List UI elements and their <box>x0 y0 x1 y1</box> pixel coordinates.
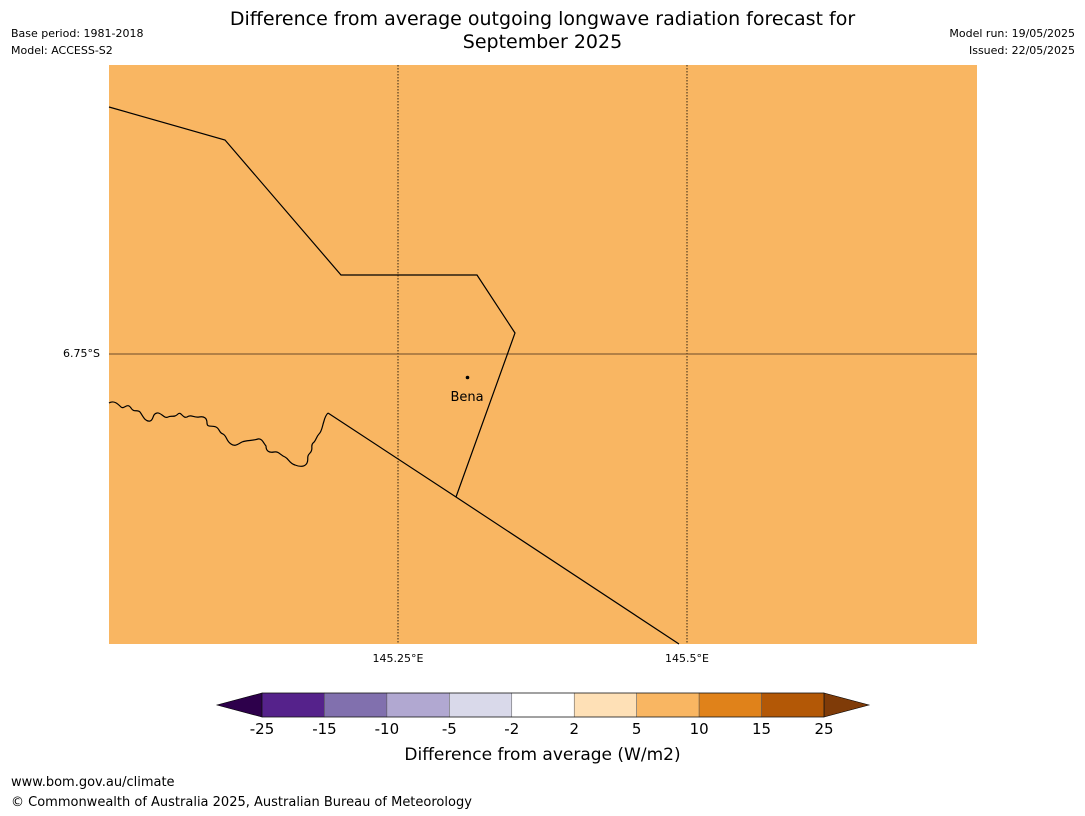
colorbar-segment <box>386 692 450 718</box>
colorbar-tick-label: -25 <box>249 720 275 738</box>
colorbar-tick-label: -10 <box>374 720 400 738</box>
colorbar-tick-label: 15 <box>752 720 772 738</box>
colorbar-extend-high <box>823 692 871 718</box>
colorbar-segment <box>698 692 762 718</box>
lat-label: 6.75°S <box>63 347 100 360</box>
colorbar-segment <box>261 692 325 718</box>
map-title-line1: Difference from average outgoing longwav… <box>229 8 856 30</box>
colorbar-segment <box>636 692 700 718</box>
colorbar-tick-label: -5 <box>441 720 457 738</box>
colorbar-tick-label: -2 <box>504 720 520 738</box>
copyright-text: © Commonwealth of Australia 2025, Austra… <box>11 795 472 810</box>
map-title: Difference from average outgoing longwav… <box>0 8 1085 54</box>
boundary-south <box>327 412 680 645</box>
place-marker <box>465 375 470 380</box>
colorbar-tick-label: 25 <box>814 720 834 738</box>
colorbar-tick-label: -15 <box>312 720 337 738</box>
colorbar-tick-label: 2 <box>569 720 579 738</box>
colorbar-outline <box>261 692 825 718</box>
colorbar-segment <box>324 692 388 718</box>
colorbar-extend-low <box>215 692 263 718</box>
colorbar-segment <box>761 692 825 718</box>
map-background <box>109 65 977 644</box>
colorbar-segment <box>573 692 637 718</box>
colorbar-segment <box>511 692 575 718</box>
model-run-text: Model run: 19/05/2025 <box>949 27 1075 40</box>
lon-label-145-5: 145.5°E <box>665 652 709 665</box>
boundary-north <box>108 106 516 498</box>
colorbar-tick-label: 10 <box>689 720 709 738</box>
lon-label-145-25: 145.25°E <box>372 652 424 665</box>
map-title-line2: September 2025 <box>462 31 623 53</box>
model-text: Model: ACCESS-S2 <box>11 44 113 57</box>
colorbar-segment <box>449 692 513 718</box>
coastline-boundary <box>108 401 329 467</box>
base-period-text: Base period: 1981-2018 <box>11 27 144 40</box>
colorbar-tick-label: 5 <box>631 720 642 738</box>
website-text: www.bom.gov.au/climate <box>11 775 175 790</box>
place-label: Bena <box>450 390 483 405</box>
colorbar <box>215 692 871 718</box>
colorbar-label: Difference from average (W/m2) <box>404 745 681 765</box>
issued-text: Issued: 22/05/2025 <box>968 44 1075 57</box>
